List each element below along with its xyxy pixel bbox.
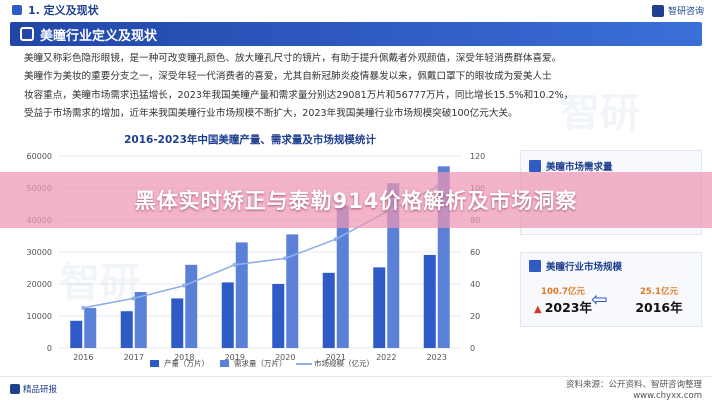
- market-card: 美瞳行业市场规模 100.7亿元 2023年 ⇦ 25.1亿元 2016年: [520, 252, 702, 327]
- legend-label: 产量（万片）: [164, 358, 209, 368]
- bar-production: [373, 267, 386, 348]
- paragraph-line: 美瞳又称彩色隐形眼镜，是一种可改变瞳孔颜色、放大瞳孔尺寸的镜片，有助于提升佩戴者…: [24, 53, 562, 64]
- y-right-tick-label: 60: [470, 248, 480, 257]
- x-tick-label: 2022: [376, 353, 396, 362]
- point-market: [182, 283, 187, 288]
- paragraph-line: 受益于市场需求的增加，近年来我国美瞳行业市场规模不断扩大，2023年我国美瞳行业…: [24, 107, 518, 119]
- point-market: [81, 305, 86, 310]
- stat-2016-year: 2016年: [635, 300, 683, 315]
- bar-chart-icon: [529, 260, 541, 272]
- bar-production: [423, 254, 436, 348]
- bar-demand: [185, 264, 198, 348]
- arrow-left-icon: ⇦: [591, 287, 608, 311]
- intro-paragraph: 美瞳又称彩色隐形眼镜，是一种可改变瞳孔颜色、放大瞳孔尺寸的镜片，有助于提升佩戴者…: [24, 50, 694, 123]
- watermark: 智研: [560, 90, 640, 136]
- overlay-text: 黑体实时矫正与泰勒914价格解析及市场洞察: [134, 189, 578, 213]
- stat-2023: 100.7亿元 2023年: [533, 285, 593, 316]
- x-tick-label: 2023: [427, 353, 447, 362]
- point-market: [131, 296, 136, 301]
- brand-name: 智研咨询: [667, 7, 704, 17]
- legend-swatch: [220, 360, 229, 367]
- paragraph-line: 妆容重点，美瞳市场需求迅猛增长，2023年我国美瞳产量和需求量分别达29081万…: [24, 89, 574, 101]
- top-bar: 1. 定义及现状: [0, 0, 712, 20]
- point-market: [232, 262, 237, 267]
- point-market: [283, 256, 288, 261]
- demand-card-head: 美瞳市场需求量: [529, 159, 613, 173]
- y-left-tick-label: 30000: [27, 248, 52, 257]
- bar-production: [171, 298, 184, 348]
- y-left-tick-label: 0: [47, 344, 52, 353]
- title-banner: 美瞳行业定义及现状: [10, 22, 702, 46]
- x-tick-label: 2021: [326, 353, 346, 362]
- x-tick-label: 2020: [275, 353, 295, 362]
- bar-chart-icon: [529, 160, 541, 172]
- bar-production: [322, 272, 335, 348]
- y-right-tick-label: 120: [470, 152, 485, 161]
- footer-logo-text: 精品研报: [23, 385, 58, 395]
- bar-demand: [336, 205, 349, 348]
- footer-logo-icon: [10, 384, 20, 394]
- banner-title: 美瞳行业定义及现状: [40, 28, 158, 44]
- x-tick-label: 2019: [225, 353, 245, 362]
- x-tick-label: 2016: [73, 353, 93, 362]
- y-left-tick-label: 20000: [27, 280, 52, 289]
- stat-2016-value: 25.1亿元: [640, 287, 678, 297]
- banner-square-icon: [20, 27, 34, 41]
- x-tick-label: 2018: [174, 353, 194, 362]
- bar-production: [221, 282, 234, 348]
- watermark: 智研: [60, 260, 140, 306]
- footer-source-url: www.chyxx.com: [633, 391, 702, 400]
- footer: 精品研报 资料来源：公开资料、智研咨询整理 www.chyxx.com: [0, 376, 712, 400]
- footer-source: 资料来源：公开资料、智研咨询整理 www.chyxx.com: [566, 380, 702, 400]
- bar-demand: [235, 242, 248, 348]
- y-left-tick-label: 60000: [27, 152, 52, 161]
- demand-card-title: 美瞳市场需求量: [546, 162, 613, 173]
- footer-logo: 精品研报: [10, 383, 57, 395]
- bar-demand: [286, 234, 299, 348]
- market-card-title: 美瞳行业市场规模: [546, 262, 623, 273]
- bar-demand: [134, 292, 147, 348]
- legend-label: 市场规模（亿元）: [314, 358, 374, 368]
- stat-2023-value: 100.7亿元: [541, 287, 585, 297]
- legend-swatch: [150, 360, 159, 367]
- y-left-tick-label: 10000: [27, 312, 52, 321]
- chart-title: 2016-2023年中国美瞳产量、需求量及市场规模统计: [124, 134, 376, 146]
- paragraph-line: 美瞳作为美妆的重要分支之一，深受年轻一代消费者的喜爱，尤其自新冠肺炎疫情暴发以来…: [24, 71, 552, 83]
- bar-production: [272, 284, 285, 348]
- brand-logo-icon: [651, 4, 664, 17]
- y-right-tick-label: 20: [470, 312, 480, 321]
- overlay-banner: 黑体实时矫正与泰勒914价格解析及市场洞察: [0, 172, 712, 228]
- y-right-tick-label: 0: [470, 344, 475, 353]
- bar-production: [70, 320, 83, 348]
- section-square-icon: [12, 5, 22, 15]
- point-market: [333, 237, 338, 242]
- footer-source-line: 资料来源：公开资料、智研咨询整理: [565, 380, 702, 390]
- brand-logo: 智研咨询: [651, 4, 704, 17]
- stat-2023-year: 2023年: [533, 297, 593, 316]
- stat-2016: 25.1亿元 2016年: [629, 285, 689, 316]
- y-right-tick-label: 40: [470, 280, 480, 289]
- market-card-head: 美瞳行业市场规模: [529, 259, 622, 273]
- legend-label: 需求量（万片）: [234, 358, 287, 368]
- x-tick-label: 2017: [124, 353, 144, 362]
- bar-production: [120, 311, 133, 348]
- section-title: 1. 定义及现状: [28, 4, 99, 17]
- bar-demand: [84, 308, 97, 348]
